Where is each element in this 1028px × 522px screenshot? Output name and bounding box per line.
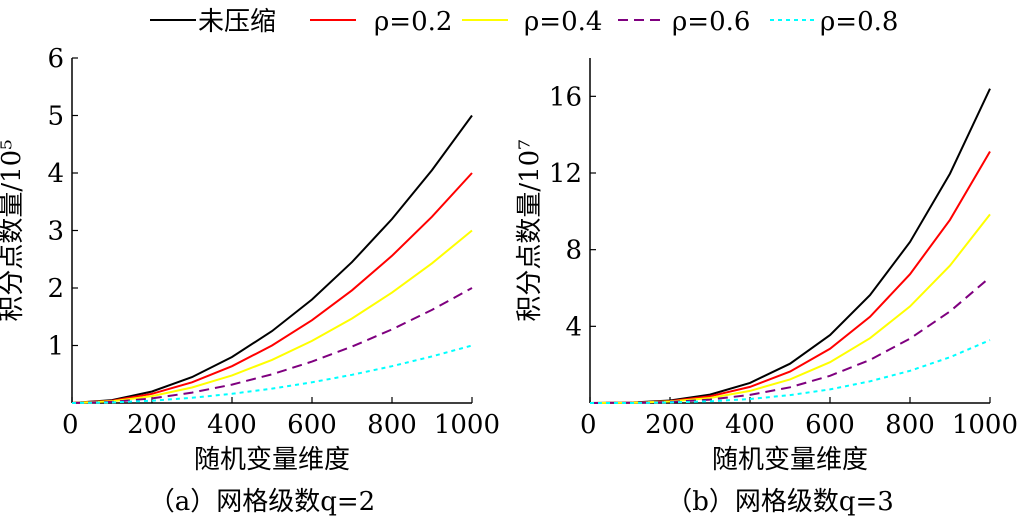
legend-label-1: ρ=0.2 xyxy=(374,7,452,37)
y-tick-label: 4 xyxy=(565,312,582,342)
legend-label-3: ρ=0.6 xyxy=(672,7,750,37)
legend: 未压缩 ρ=0.2 ρ=0.4 ρ=0.6 ρ=0.8 xyxy=(150,7,898,37)
x-tick-label: 0 xyxy=(62,410,79,440)
x-tick-label: 400 xyxy=(725,410,775,440)
series-line-2 xyxy=(71,229,473,404)
y-tick-label: 16 xyxy=(549,82,582,112)
series-line-3 xyxy=(71,287,473,404)
y-tick-label: 2 xyxy=(47,274,64,304)
series-line-3 xyxy=(589,276,991,404)
x-tick-label: 600 xyxy=(805,410,855,440)
panel-caption: （b）网格级数q=3 xyxy=(666,487,894,517)
chart-panel-a: 0 200 400 600 800 1000 1 2 3 4 5 6 积分点数量/10⁵ 随机变量维度 （a… xyxy=(0,44,500,517)
legend-label-4: ρ=0.8 xyxy=(820,7,898,37)
y-tick-label: 3 xyxy=(47,217,64,247)
x-axis-label: 随机变量维度 xyxy=(712,445,868,475)
x-tick-label: 800 xyxy=(885,410,935,440)
y-tick-label: 12 xyxy=(549,159,582,189)
x-tick-label: 200 xyxy=(127,410,177,440)
y-axis-label: 积分点数量/10⁷ xyxy=(515,139,545,321)
series-line-1 xyxy=(589,150,991,404)
series-line-4 xyxy=(590,339,991,404)
panel-caption: （a）网格级数q=2 xyxy=(149,487,375,517)
y-tick-label: 5 xyxy=(47,102,64,132)
x-tick-label: 600 xyxy=(287,410,337,440)
series-line-1 xyxy=(71,172,473,404)
x-tick-label: 400 xyxy=(207,410,257,440)
y-axis-label: 积分点数量/10⁵ xyxy=(0,139,27,321)
series-line-4 xyxy=(71,344,473,404)
x-tick-label: 0 xyxy=(580,410,597,440)
y-tick-label: 8 xyxy=(565,236,582,266)
x-tick-label: 800 xyxy=(367,410,417,440)
y-tick-label: 1 xyxy=(47,332,64,362)
x-axis-label: 随机变量维度 xyxy=(194,445,350,475)
x-tick-label: 200 xyxy=(645,410,695,440)
y-tick-label: 4 xyxy=(47,159,64,189)
x-tick-label: 1000 xyxy=(434,410,500,440)
legend-label-2: ρ=0.4 xyxy=(524,7,602,37)
series-line-0 xyxy=(71,114,473,404)
y-tick-label: 6 xyxy=(47,44,64,74)
legend-label-0: 未压缩 xyxy=(198,7,276,37)
series-line-2 xyxy=(589,213,991,404)
x-tick-label: 1000 xyxy=(952,410,1018,440)
